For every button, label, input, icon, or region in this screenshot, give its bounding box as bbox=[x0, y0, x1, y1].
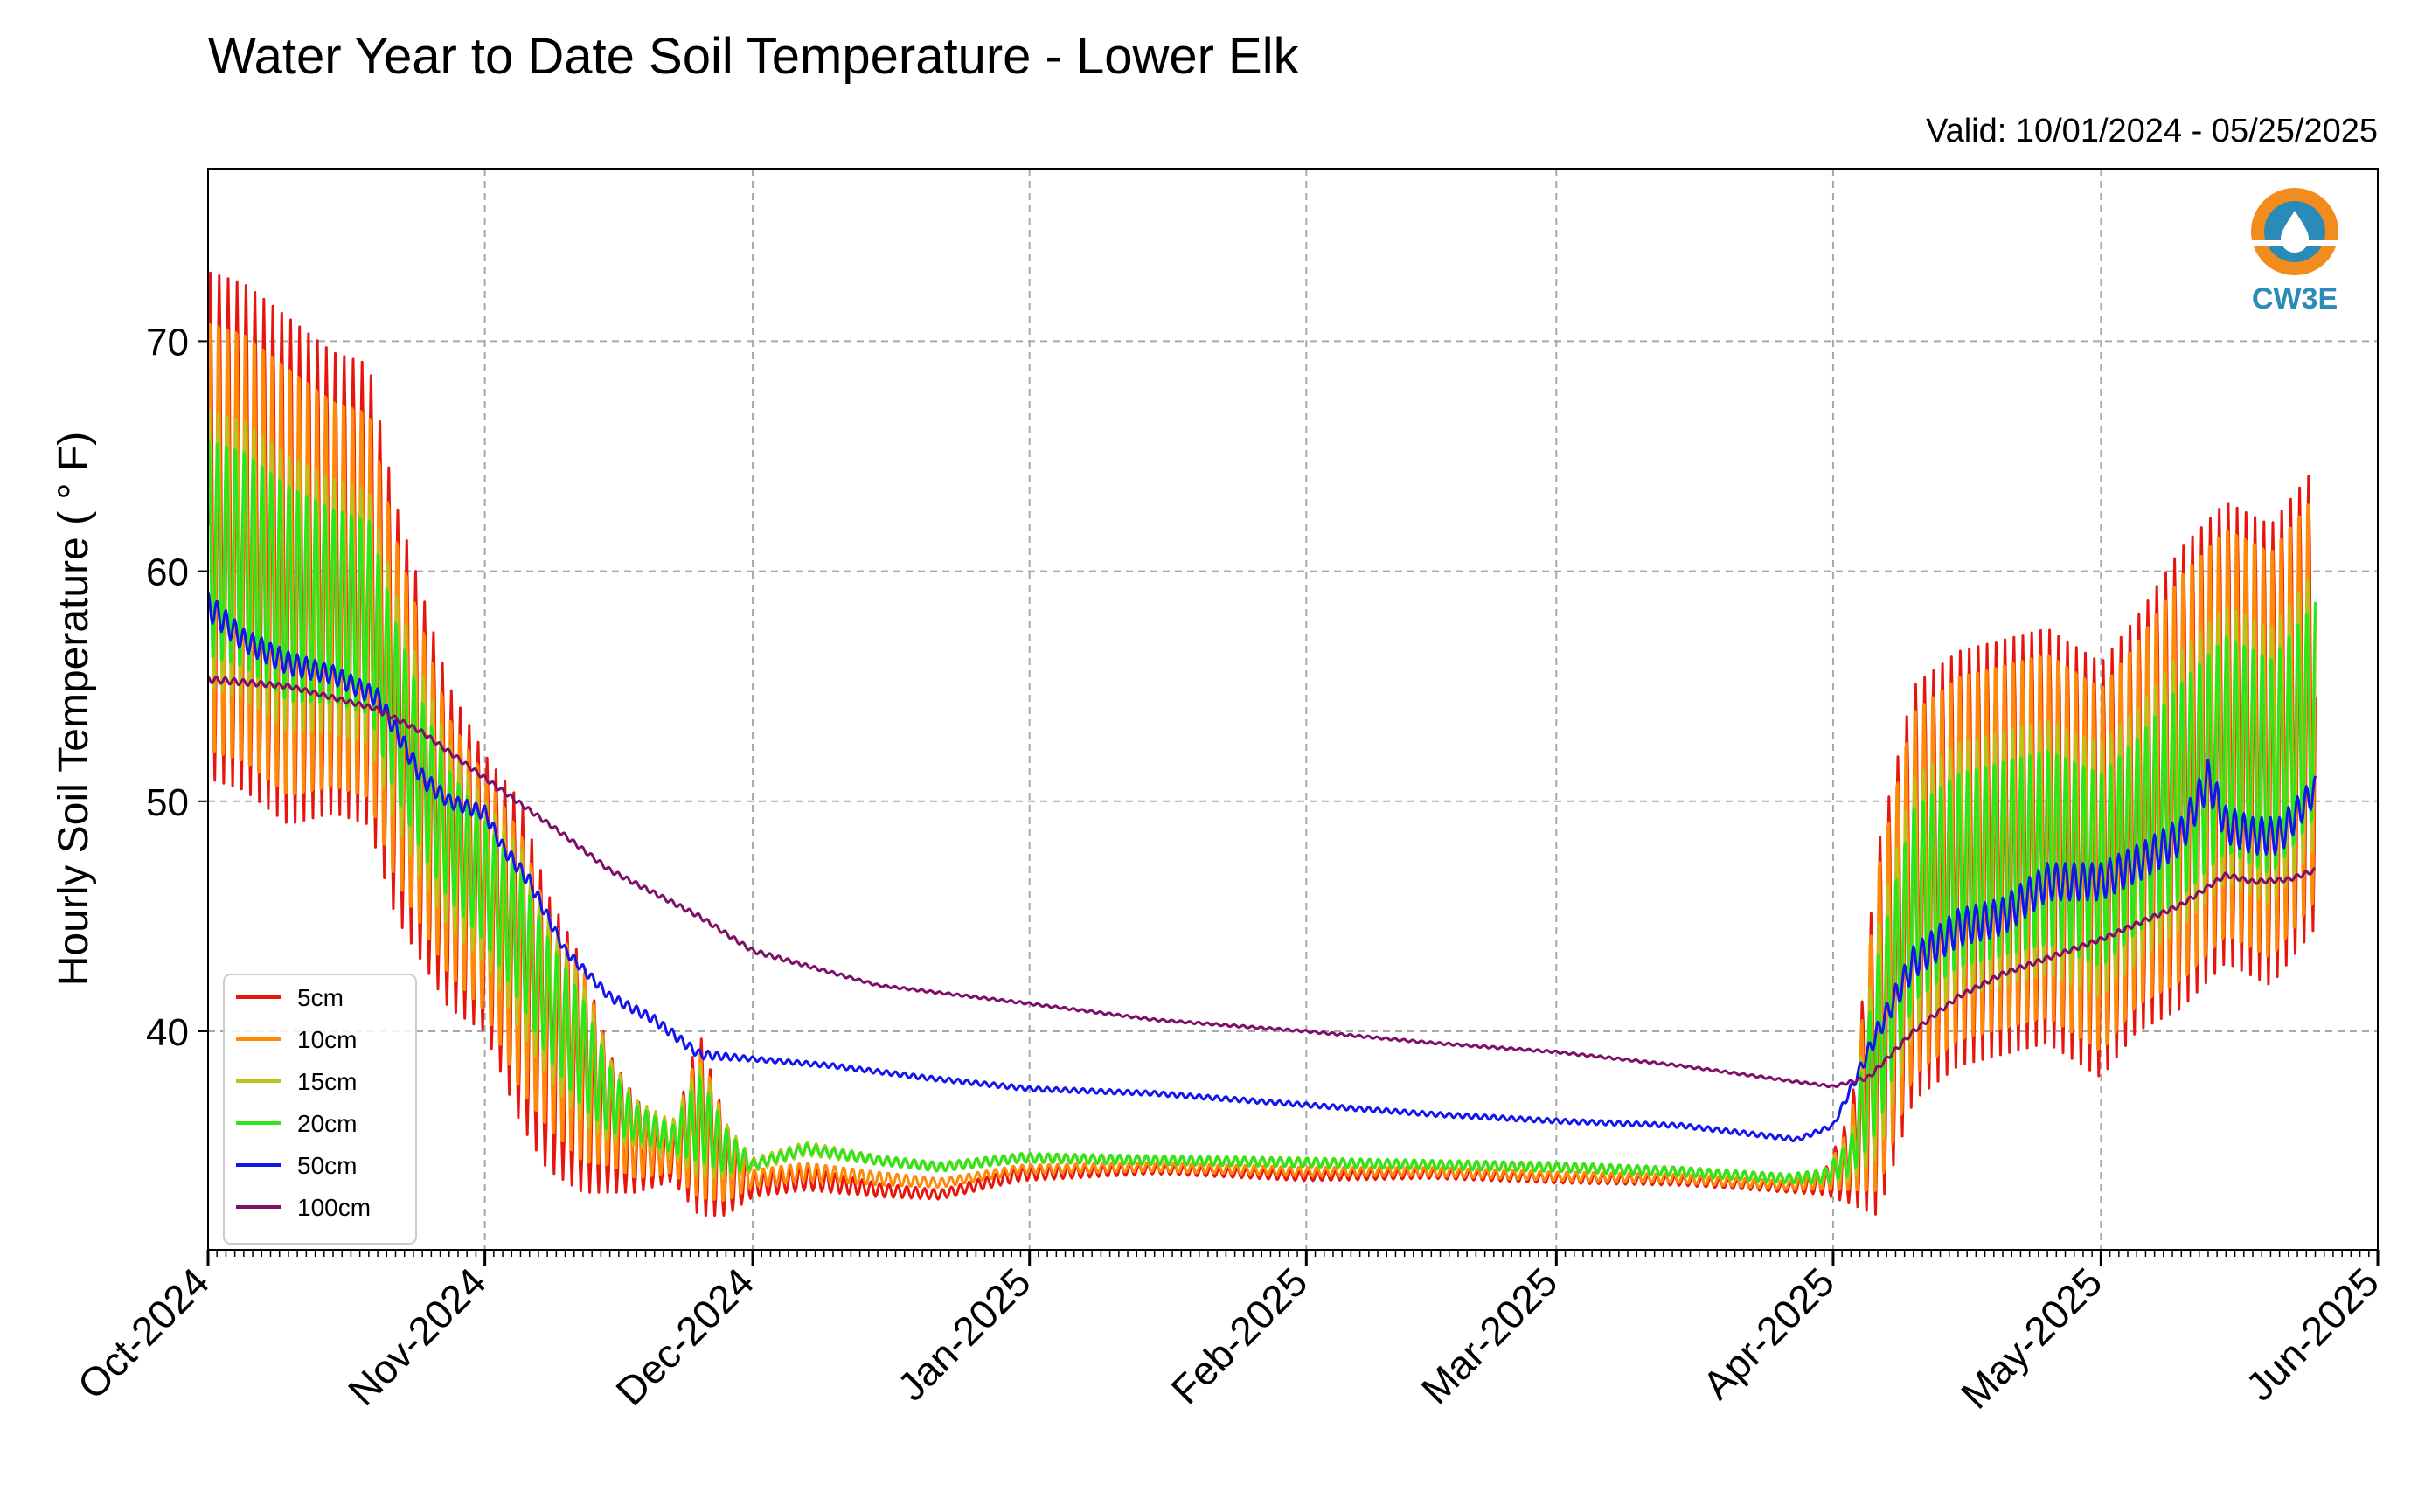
legend-label: 100cm bbox=[297, 1194, 371, 1221]
legend-label: 5cm bbox=[297, 984, 344, 1011]
y-axis-label: Hourly Soil Temperature ( ° F) bbox=[51, 432, 97, 987]
plot-frame bbox=[207, 168, 2379, 1251]
chart-subtitle: Valid: 10/01/2024 - 05/25/2025 bbox=[1926, 113, 2378, 149]
legend-label: 10cm bbox=[297, 1026, 357, 1053]
axis-ticks bbox=[198, 340, 2380, 1266]
series-line-20cm bbox=[208, 440, 2317, 1184]
series-lines bbox=[208, 271, 2317, 1217]
legend-box bbox=[223, 974, 417, 1245]
chart-title: Water Year to Date Soil Temperature - Lo… bbox=[208, 28, 1300, 85]
cw3e-logo: CW3E bbox=[2251, 188, 2338, 316]
legend-label: 50cm bbox=[297, 1152, 357, 1179]
logo-wave-icon bbox=[2251, 240, 2338, 246]
legend-label: 20cm bbox=[297, 1110, 357, 1137]
series-line-100cm bbox=[208, 675, 2316, 1089]
y-tick-label: 60 bbox=[146, 551, 189, 594]
y-tick-label: 50 bbox=[146, 781, 189, 824]
logo-text: CW3E bbox=[2252, 282, 2338, 316]
y-tick-label: 70 bbox=[146, 321, 189, 364]
series-line-50cm bbox=[208, 591, 2317, 1143]
legend-label: 15cm bbox=[297, 1068, 357, 1095]
y-tick-label: 40 bbox=[146, 1011, 189, 1054]
legend: 5cm 10cm 15cm 20cm 50cm 100cm bbox=[223, 974, 417, 1245]
